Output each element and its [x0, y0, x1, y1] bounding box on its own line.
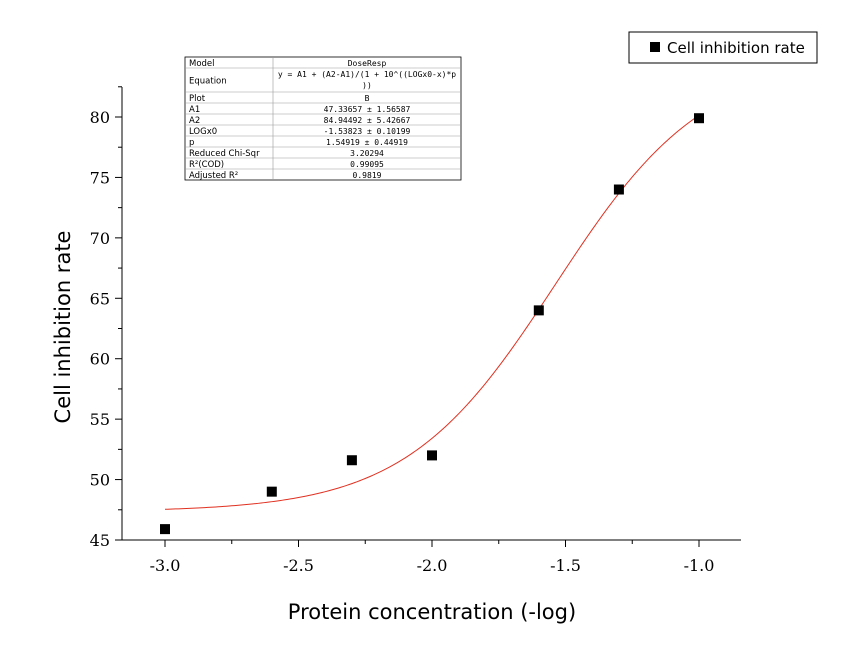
data-point [694, 113, 704, 124]
fit-table-key: LOGx0 [189, 127, 217, 137]
y-tick-label: 45 [90, 531, 110, 550]
fit-table-value: )) [362, 81, 372, 90]
fit-curve [164, 114, 700, 510]
fit-table-value: B [365, 94, 370, 103]
fit-table-key: R²(COD) [189, 160, 224, 170]
fit-table-value: 3.20294 [350, 149, 384, 158]
y-axis-title: Cell inhibition rate [51, 231, 75, 424]
fit-table-value: 47.33657 ± 1.56587 [324, 105, 411, 114]
data-point [160, 524, 170, 535]
legend: Cell inhibition rate [628, 31, 818, 64]
fit-table-value: 1.54919 ± 0.44919 [326, 138, 408, 147]
data-point [266, 486, 277, 497]
fit-table-value: 84.94492 ± 5.42667 [324, 116, 411, 125]
x-ticks: -3.0 -2.5 -2.0 -1.5 -1.0 [150, 540, 715, 575]
fit-table-key: Reduced Chi-Sqr [189, 149, 260, 159]
fit-table-value: 0.9819 [353, 171, 382, 180]
x-axis-title: Protein concentration (-log) [288, 600, 576, 624]
fit-table-value: -1.53823 ± 0.10199 [324, 127, 411, 136]
y-tick-label: 80 [90, 108, 110, 127]
fit-table-key: A1 [189, 105, 200, 115]
fit-table-key: Plot [189, 94, 206, 104]
data-point [427, 450, 437, 461]
data-point [613, 184, 624, 195]
fit-table-key: Adjusted R² [189, 171, 238, 181]
fit-table-key: A2 [189, 116, 200, 126]
fit-parameter-table: Model DoseResp Equation y = A1 + (A2-A1)/(1… [184, 56, 462, 181]
x-tick-label: -2.0 [417, 556, 448, 575]
fit-table-key: p [189, 138, 194, 148]
fit-table-value: 0.99095 [350, 160, 384, 169]
fit-table-value: y = A1 + (A2-A1)/(1 + 10^((LOGx0-x)*p [278, 70, 456, 79]
fit-table-value: DoseResp [348, 59, 387, 68]
y-tick-label: 65 [90, 289, 110, 308]
data-point [346, 455, 357, 466]
fit-table-border [184, 56, 462, 181]
fit-table-key: Equation [189, 77, 227, 87]
y-tick-label: 60 [90, 350, 110, 369]
legend-label: Cell inhibition rate [667, 39, 805, 57]
y-tick-label: 70 [90, 229, 110, 248]
data-point [533, 305, 544, 316]
data-points [160, 113, 704, 535]
x-tick-label: -1.5 [550, 556, 581, 575]
y-tick-label: 55 [90, 410, 110, 429]
legend-box [628, 31, 818, 64]
y-ticks: 45 50 55 60 65 70 75 80 [90, 86, 122, 550]
y-tick-label: 75 [90, 168, 110, 187]
y-tick-label: 50 [90, 471, 110, 490]
x-tick-label: -2.5 [283, 556, 314, 575]
fit-table-key: Model [189, 59, 215, 69]
legend-marker [650, 42, 660, 52]
x-tick-label: -1.0 [684, 556, 715, 575]
x-tick-label: -3.0 [150, 556, 181, 575]
